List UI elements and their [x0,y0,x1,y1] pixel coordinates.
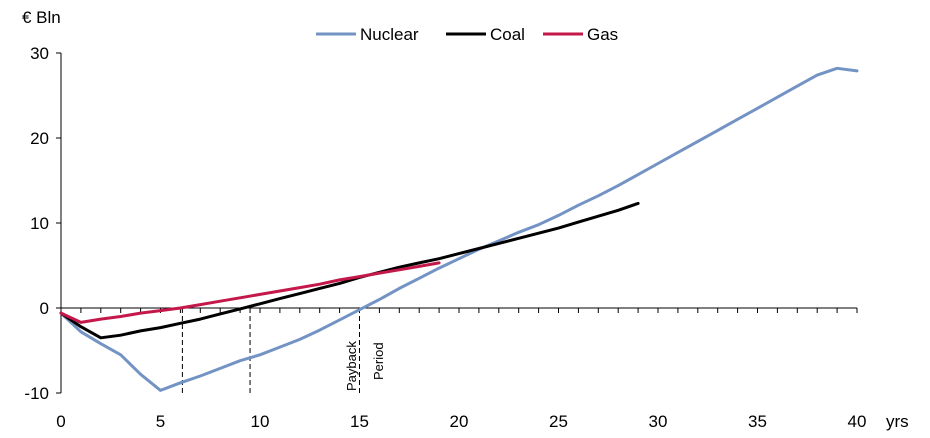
x-axis: 0 5 10 15 20 25 30 35 40 [56,307,867,431]
legend-label: Gas [587,25,618,44]
x-axis-unit-label: yrs [886,412,909,431]
y-tick-label: 20 [30,129,49,148]
reference-lines [181,308,360,393]
legend: Nuclear Coal Gas [316,25,618,44]
y-tick-label: 30 [30,44,49,63]
y-axis: -10 0 10 20 30 [24,44,62,403]
series-line-coal [59,201,640,340]
x-tick-label: 20 [450,412,469,431]
x-tick-label: 35 [748,412,767,431]
payback-annotation-line1: Payback [344,341,359,391]
y-tick-label: 0 [40,299,49,318]
legend-label: Coal [490,25,525,44]
series-line-nuclear [59,66,859,392]
payback-annotation-line2: Period [371,342,386,380]
y-tick-label: -10 [24,384,49,403]
x-tick-label: 40 [848,412,867,431]
series-lines [59,66,859,392]
x-tick-label: 25 [549,412,568,431]
x-tick-label: 0 [56,412,65,431]
series-line-gas [59,261,441,324]
x-tick-label: 15 [350,412,369,431]
legend-label: Nuclear [360,25,419,44]
x-tick-label: 10 [251,412,270,431]
y-tick-label: 10 [30,214,49,233]
y-axis-unit-label: € Bln [22,8,61,27]
x-tick-label: 30 [649,412,668,431]
x-tick-label: 5 [156,412,165,431]
